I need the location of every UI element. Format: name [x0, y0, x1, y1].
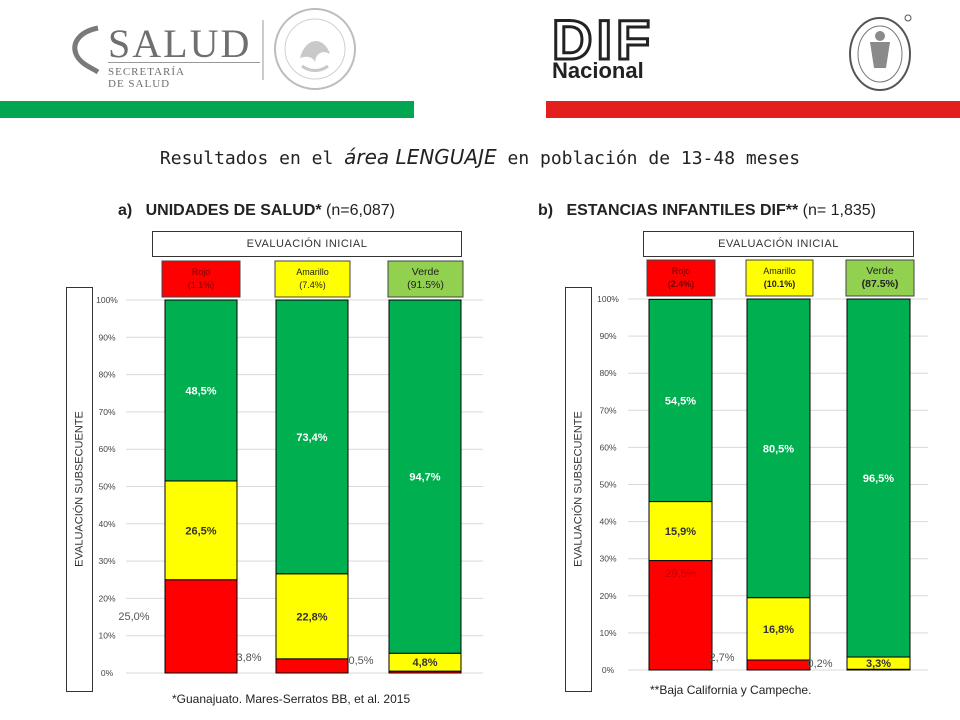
- y-tick-a-1: 10%: [98, 631, 115, 641]
- panel-b-initial-eval-label: EVALUACIÓN INICIAL: [643, 231, 914, 257]
- data-label-a-0-1: 26,5%: [185, 525, 216, 537]
- data-label-a-0-2: 48,5%: [185, 385, 216, 397]
- dif-logo-subtitle: Nacional: [552, 58, 644, 83]
- y-tick-a-8: 80%: [98, 370, 115, 380]
- bar-a-1-1: [275, 573, 349, 660]
- hospital-seal-icon: [849, 14, 912, 91]
- category-share-a-1: (7.4%): [299, 280, 326, 290]
- category-share-a-0: (1.1%): [188, 280, 215, 290]
- category-name-a-1: Amarillo: [296, 267, 329, 277]
- data-label-a-1-2: 73,4%: [296, 432, 327, 444]
- salud-logo-line: [108, 62, 260, 63]
- y-tick-a-0: 0%: [101, 668, 114, 678]
- y-tick-a-5: 50%: [98, 482, 115, 492]
- title-suffix: en población de 13-48 meses: [496, 148, 801, 169]
- title-emphasis: área LENGUAJE: [344, 145, 497, 169]
- data-label-a-0-0: 25,0%: [118, 611, 149, 623]
- logo-divider: [262, 20, 264, 80]
- panel-b-side-box: EVALUACIÓN SUBSECUENTE: [565, 287, 592, 692]
- panel-b-footnote: **Baja California y Campeche.: [650, 683, 812, 697]
- data-label-a-1-0: 3,8%: [236, 652, 261, 664]
- category-name-a-0: Rojo: [192, 267, 211, 277]
- category-box-a-1: [274, 260, 351, 298]
- category-box-a-0: [161, 260, 241, 298]
- category-share-a-2: (91.5%): [407, 279, 444, 291]
- title-prefix: Resultados en el: [159, 148, 345, 169]
- data-label-a-2-1: 4,8%: [412, 657, 437, 669]
- data-label-a-2-2: 94,7%: [409, 472, 440, 484]
- brand-green-band: [0, 101, 414, 118]
- mexican-seal-icon: [274, 8, 356, 90]
- panel-b-n: (n= 1,835): [802, 202, 877, 219]
- panel-a-footnote: *Guanajuato. Mares-Serratos BB, et al. 2…: [172, 692, 411, 706]
- salud-logo-word: SALUD: [108, 21, 252, 66]
- panel-a-side-box: EVALUACIÓN SUBSECUENTE: [66, 287, 93, 692]
- panel-a-letter: a): [118, 202, 133, 219]
- panel-a-initial-eval-label: EVALUACIÓN INICIAL: [152, 231, 462, 257]
- salud-mark-icon: [72, 25, 100, 75]
- bar-a-0-2: [164, 299, 238, 482]
- y-tick-a-2: 20%: [98, 593, 115, 603]
- y-tick-a-9: 90%: [98, 332, 115, 342]
- brand-red-band: [546, 101, 960, 118]
- bar-a-0-0: [164, 579, 238, 674]
- data-label-a-2-0: 0,5%: [348, 655, 373, 667]
- y-tick-a-6: 60%: [98, 444, 115, 454]
- bar-a-1-0: [275, 658, 349, 674]
- y-tick-a-4: 40%: [98, 519, 115, 529]
- category-name-a-2: Verde: [412, 266, 440, 278]
- bar-a-1-2: [275, 299, 349, 575]
- panel-b-letter: b): [538, 202, 554, 219]
- salud-logo-subtitle: SECRETARÍA DE SALUD: [108, 66, 185, 90]
- panel-a-title: a) UNIDADES DE SALUD* (n=6,087): [118, 202, 395, 220]
- dif-logo-word: DIF: [550, 8, 655, 71]
- bar-a-2-2: [388, 299, 462, 654]
- y-tick-a-3: 30%: [98, 556, 115, 566]
- data-label-a-1-1: 22,8%: [296, 611, 327, 623]
- panel-a-n: (n=6,087): [326, 202, 395, 219]
- panel-b-name: ESTANCIAS INFANTILES DIF**: [566, 202, 799, 219]
- y-tick-a-7: 70%: [98, 407, 115, 417]
- category-box-a-2: [387, 260, 464, 298]
- page-title: Resultados en el área LENGUAJE en poblac…: [0, 145, 960, 169]
- panel-b-title: b) ESTANCIAS INFANTILES DIF** (n= 1,835): [538, 202, 876, 220]
- panel-a-name: UNIDADES DE SALUD*: [145, 202, 322, 219]
- y-tick-a-10: 100%: [96, 295, 118, 305]
- bar-a-0-1: [164, 480, 238, 581]
